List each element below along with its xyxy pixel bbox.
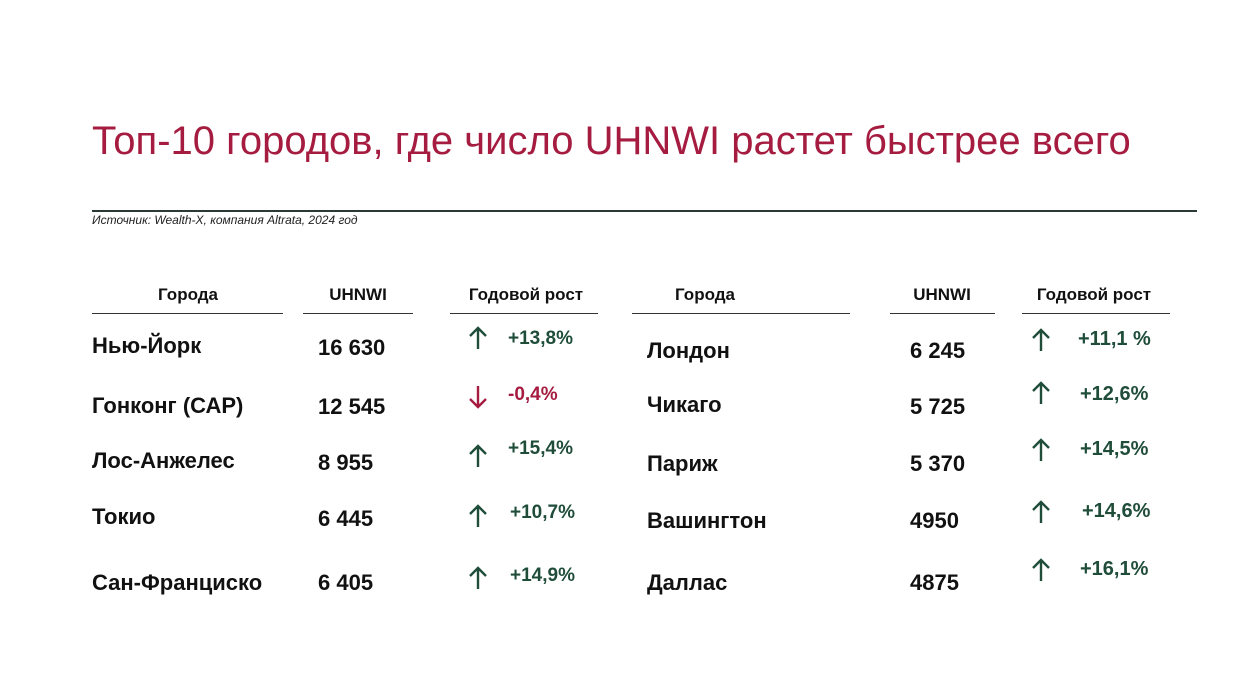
growth: +16,1%: [1080, 558, 1149, 580]
arrow-up: [1032, 328, 1050, 351]
source: Источник: Wealth-X, компания Altrata, 20…: [92, 213, 358, 227]
arrow-up: [1032, 500, 1050, 523]
uhnwi: 8 955: [318, 450, 374, 475]
growth: +14,6%: [1082, 500, 1151, 522]
growth: +13,8%: [508, 328, 573, 349]
city: Париж: [647, 451, 718, 476]
city: Чикаго: [647, 392, 722, 417]
city: Сан-Франциско: [92, 570, 263, 595]
city: Лондон: [647, 338, 730, 363]
uhnwi: 4875: [910, 570, 959, 595]
city: Гонконг (САР): [92, 393, 244, 418]
arrow-down: [469, 386, 487, 409]
uhnwi: 16 630: [318, 335, 386, 360]
column-header: UHNWI: [329, 285, 387, 304]
growth: +12,6%: [1080, 383, 1149, 405]
column-header: Годовой рост: [1036, 285, 1152, 304]
arrow-up: [469, 326, 487, 349]
uhnwi: 5 370: [910, 451, 966, 476]
uhnwi: 6 405: [318, 570, 374, 595]
city: Даллас: [647, 570, 728, 595]
header-underline: [303, 313, 413, 314]
city: Токио: [92, 504, 156, 529]
header-underline: [890, 313, 995, 314]
column-header: Годовой рост: [468, 285, 584, 304]
city: Вашингтон: [647, 508, 767, 533]
uhnwi: 4950: [910, 508, 959, 533]
header-underline: [1022, 313, 1170, 314]
title: Топ-10 городов, где число UHNWI растет б…: [92, 119, 1131, 163]
growth: +14,5%: [1080, 438, 1149, 460]
column-header: UHNWI: [913, 285, 971, 304]
column-header: Города: [158, 285, 218, 304]
header-underline: [632, 313, 850, 314]
column-header: Города: [675, 285, 735, 304]
city: Нью-Йорк: [92, 333, 202, 358]
arrow-up: [1032, 558, 1050, 581]
header-underline: [450, 313, 598, 314]
rule: [92, 210, 1197, 212]
uhnwi: 6 245: [910, 338, 966, 363]
arrow-up: [469, 566, 487, 589]
arrow-up: [1032, 381, 1050, 404]
arrow-up: [469, 504, 487, 527]
arrow-up: [1032, 438, 1050, 461]
arrow-up: [469, 444, 487, 467]
header-underline: [92, 313, 283, 314]
growth: +11,1 %: [1078, 328, 1151, 350]
city: Лос-Анжелес: [92, 448, 235, 473]
growth: -0,4%: [508, 384, 558, 405]
growth: +10,7%: [510, 502, 575, 523]
growth: +14,9%: [510, 565, 575, 586]
uhnwi: 6 445: [318, 506, 374, 531]
uhnwi: 12 545: [318, 394, 386, 419]
uhnwi: 5 725: [910, 394, 966, 419]
growth: +15,4%: [508, 438, 573, 459]
